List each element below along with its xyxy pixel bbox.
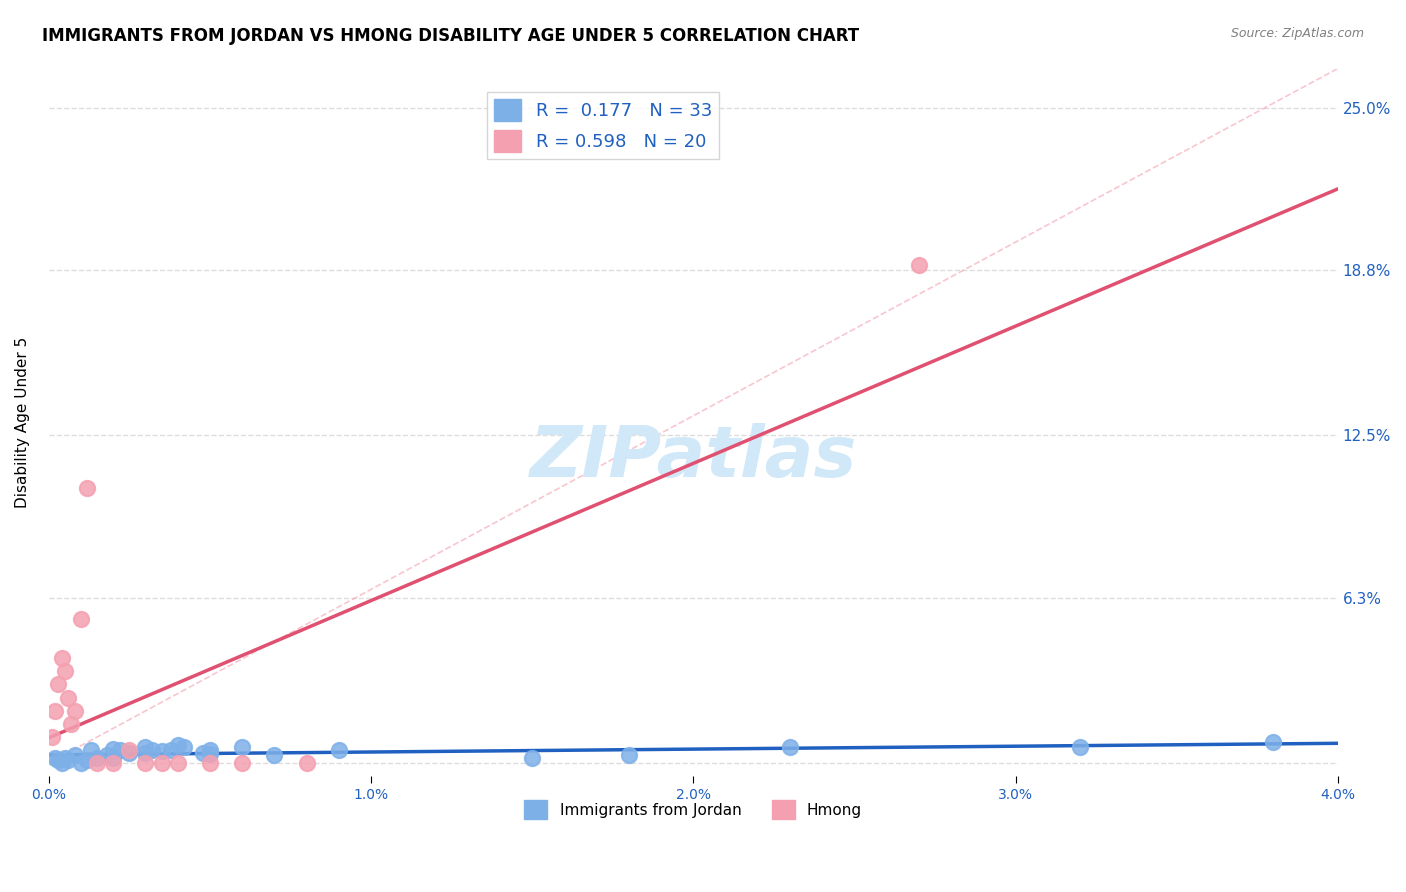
Point [56,754,79,768]
Point [1069,740,1091,755]
Point [70,756,93,770]
Point [134,740,156,755]
Point [520,751,543,765]
Point [51,651,73,665]
Point [198,747,221,761]
Text: ZIPatlas: ZIPatlas [530,423,856,492]
Point [198,756,221,770]
Point [103,756,125,770]
Point [51,756,73,770]
Point [166,738,188,752]
Point [70,612,93,626]
Point [86,751,108,765]
Point [76,481,98,495]
Point [53,751,76,765]
Text: IMMIGRANTS FROM JORDAN VS HMONG DISABILITY AGE UNDER 5 CORRELATION CHART: IMMIGRANTS FROM JORDAN VS HMONG DISABILI… [42,27,859,45]
Y-axis label: Disability Age Under 5: Disability Age Under 5 [15,336,30,508]
Point [908,258,931,272]
Point [48,754,70,768]
Point [617,748,640,763]
Point [134,756,156,770]
Point [44,704,66,718]
Point [103,751,125,765]
Point [779,740,801,755]
Point [173,740,195,755]
Point [134,746,156,760]
Point [60,716,83,731]
Point [118,743,141,757]
Point [79,743,101,757]
Point [63,748,86,763]
Point [48,677,70,691]
Point [263,748,285,763]
Point [295,756,318,770]
Point [231,740,253,755]
Point [44,751,66,765]
Point [193,746,215,760]
Legend: Immigrants from Jordan, Hmong: Immigrants from Jordan, Hmong [519,794,869,825]
Point [96,748,118,763]
Point [166,756,188,770]
Point [141,743,163,757]
Point [108,743,131,757]
Point [41,730,63,744]
Point [56,690,79,705]
Point [86,756,108,770]
Point [328,743,350,757]
Point [150,744,173,758]
Point [63,704,86,718]
Point [1263,735,1285,749]
Point [53,665,76,679]
Point [160,743,183,757]
Point [198,743,221,757]
Point [118,746,141,760]
Point [150,756,173,770]
Point [231,756,253,770]
Text: Source: ZipAtlas.com: Source: ZipAtlas.com [1230,27,1364,40]
Point [103,741,125,756]
Point [76,754,98,768]
